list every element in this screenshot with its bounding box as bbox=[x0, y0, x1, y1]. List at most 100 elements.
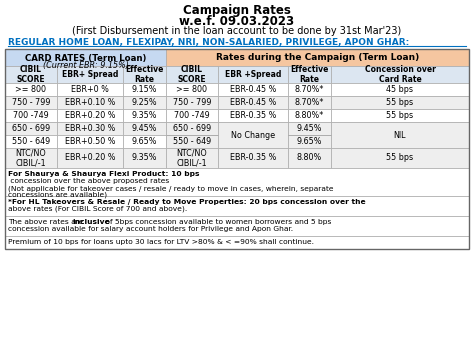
Text: 9.25%: 9.25% bbox=[132, 98, 157, 107]
Bar bbox=[5, 196, 469, 216]
Bar bbox=[166, 66, 218, 83]
Bar bbox=[5, 66, 57, 83]
Bar bbox=[288, 66, 331, 83]
Text: No Change: No Change bbox=[231, 131, 275, 140]
Text: (Current EBR: 9.15%): (Current EBR: 9.15%) bbox=[43, 61, 128, 70]
Text: 9.35%: 9.35% bbox=[132, 111, 157, 120]
Text: 550 - 649: 550 - 649 bbox=[173, 137, 211, 146]
Text: The above rates are: The above rates are bbox=[8, 219, 86, 225]
Text: (First Disbursement in the loan account to be done by 31st Mar'23): (First Disbursement in the loan account … bbox=[73, 26, 401, 36]
Bar bbox=[57, 66, 123, 83]
Text: CIBIL
SCORE: CIBIL SCORE bbox=[17, 65, 46, 84]
Bar bbox=[331, 148, 469, 168]
Bar bbox=[288, 83, 331, 96]
Text: >= 800: >= 800 bbox=[176, 85, 208, 94]
Text: w.e.f. 09.03.2023: w.e.f. 09.03.2023 bbox=[180, 15, 294, 28]
Bar bbox=[288, 135, 331, 148]
Text: Effective
Rate: Effective Rate bbox=[125, 65, 164, 84]
Bar bbox=[331, 109, 469, 122]
Bar bbox=[166, 148, 218, 168]
Bar bbox=[5, 216, 469, 236]
Bar bbox=[57, 148, 123, 168]
Text: Effective
Rate: Effective Rate bbox=[290, 65, 328, 84]
Bar bbox=[218, 148, 288, 168]
Bar bbox=[288, 122, 331, 135]
Text: (Not applicable for takeover cases / resale / ready to move in cases, wherein, s: (Not applicable for takeover cases / res… bbox=[8, 185, 334, 192]
Text: Campaign Rates: Campaign Rates bbox=[183, 4, 291, 17]
Text: 8.70%*: 8.70%* bbox=[295, 85, 324, 94]
Text: EBR+0.20 %: EBR+0.20 % bbox=[65, 111, 115, 120]
Text: 700 -749: 700 -749 bbox=[174, 111, 210, 120]
Text: EBR+ Spread: EBR+ Spread bbox=[62, 70, 118, 79]
Bar bbox=[166, 49, 469, 66]
Bar bbox=[57, 109, 123, 122]
Text: 45 bps: 45 bps bbox=[386, 85, 413, 94]
Text: EBR-0.35 %: EBR-0.35 % bbox=[230, 111, 276, 120]
Bar bbox=[166, 83, 218, 96]
Text: For Shaurya & Shaurya Flexi Product: 10 bps: For Shaurya & Shaurya Flexi Product: 10 … bbox=[8, 171, 200, 177]
Bar bbox=[123, 135, 166, 148]
Bar bbox=[5, 83, 57, 96]
Bar bbox=[331, 66, 469, 83]
Bar bbox=[5, 148, 57, 168]
Bar bbox=[218, 109, 288, 122]
Bar bbox=[166, 122, 218, 135]
Text: REGULAR HOME LOAN, FLEXIPAY, NRI, NON-SALARIED, PRIVILEGE, APON GHAR:: REGULAR HOME LOAN, FLEXIPAY, NRI, NON-SA… bbox=[8, 38, 409, 47]
Bar bbox=[5, 168, 469, 196]
Text: 700 -749: 700 -749 bbox=[13, 111, 49, 120]
Text: Concession over
Card Rate: Concession over Card Rate bbox=[365, 65, 436, 84]
Bar bbox=[288, 96, 331, 109]
Bar bbox=[57, 96, 123, 109]
Text: 9.45%: 9.45% bbox=[132, 124, 157, 133]
Bar bbox=[57, 122, 123, 135]
Text: EBR+0.50 %: EBR+0.50 % bbox=[65, 137, 115, 146]
Text: CIBIL
SCORE: CIBIL SCORE bbox=[178, 65, 206, 84]
Text: EBR-0.35 %: EBR-0.35 % bbox=[230, 154, 276, 162]
Text: 550 - 649: 550 - 649 bbox=[12, 137, 50, 146]
Text: EBR+0 %: EBR+0 % bbox=[71, 85, 109, 94]
Text: 750 - 799: 750 - 799 bbox=[12, 98, 50, 107]
Text: concession over the above proposed rates: concession over the above proposed rates bbox=[8, 178, 169, 184]
Text: NTC/NO
CIBIL/-1: NTC/NO CIBIL/-1 bbox=[177, 148, 207, 168]
Text: inclusive: inclusive bbox=[72, 219, 109, 225]
Text: EBR+0.10 %: EBR+0.10 % bbox=[65, 98, 115, 107]
Text: 650 - 699: 650 - 699 bbox=[173, 124, 211, 133]
Bar bbox=[218, 66, 288, 83]
Bar bbox=[331, 96, 469, 109]
Bar bbox=[331, 122, 469, 148]
Text: concession available for salary account holders for Privilege and Apon Ghar.: concession available for salary account … bbox=[8, 226, 293, 232]
Bar bbox=[166, 109, 218, 122]
Bar bbox=[5, 49, 469, 249]
Text: concessions are available): concessions are available) bbox=[8, 192, 107, 198]
Bar bbox=[123, 66, 166, 83]
Bar bbox=[123, 96, 166, 109]
Text: 9.65%: 9.65% bbox=[132, 137, 157, 146]
Text: 55 bps: 55 bps bbox=[386, 111, 413, 120]
Text: 8.70%*: 8.70%* bbox=[295, 98, 324, 107]
Text: NTC/NO
CIBIL/-1: NTC/NO CIBIL/-1 bbox=[16, 148, 46, 168]
Bar bbox=[331, 83, 469, 96]
Text: 750 - 799: 750 - 799 bbox=[173, 98, 211, 107]
Text: 9.65%: 9.65% bbox=[297, 137, 322, 146]
Bar bbox=[5, 96, 57, 109]
Bar bbox=[5, 135, 57, 148]
Text: 9.45%: 9.45% bbox=[297, 124, 322, 133]
Text: >= 800: >= 800 bbox=[16, 85, 46, 94]
Text: of 5bps concession available to women borrowers and 5 bps: of 5bps concession available to women bo… bbox=[103, 219, 331, 225]
Text: EBR-0.45 %: EBR-0.45 % bbox=[230, 85, 276, 94]
Bar bbox=[218, 83, 288, 96]
Text: EBR-0.45 %: EBR-0.45 % bbox=[230, 98, 276, 107]
Text: 9.15%: 9.15% bbox=[132, 85, 157, 94]
Bar bbox=[57, 135, 123, 148]
Text: NIL: NIL bbox=[394, 131, 406, 140]
Bar bbox=[288, 109, 331, 122]
Text: 650 - 699: 650 - 699 bbox=[12, 124, 50, 133]
Text: 55 bps: 55 bps bbox=[386, 154, 413, 162]
Text: Rates during the Campaign (Term Loan): Rates during the Campaign (Term Loan) bbox=[216, 53, 419, 62]
Bar bbox=[166, 135, 218, 148]
Text: above rates (For CIBIL Score of 700 and above).: above rates (For CIBIL Score of 700 and … bbox=[8, 206, 187, 212]
Text: 9.35%: 9.35% bbox=[132, 154, 157, 162]
Bar bbox=[288, 148, 331, 168]
Bar bbox=[123, 148, 166, 168]
Bar bbox=[5, 49, 166, 66]
